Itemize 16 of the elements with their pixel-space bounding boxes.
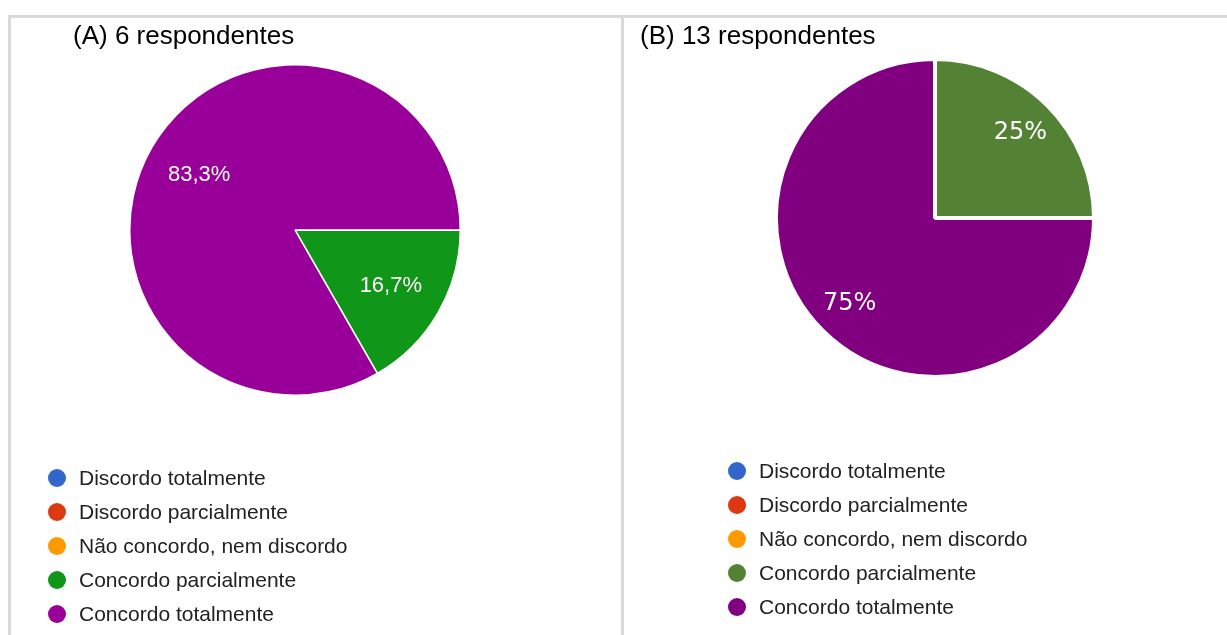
legend-label: Concordo totalmente — [79, 602, 274, 626]
legend-label: Concordo totalmente — [759, 595, 954, 619]
data-label: 83,3% — [167, 160, 231, 186]
data-label: 16,7% — [359, 271, 423, 297]
data-label: 75% — [822, 287, 877, 316]
legend-label: Concordo parcialmente — [759, 561, 977, 585]
legend-label: Discordo parcialmente — [79, 500, 288, 524]
legend-label: Discordo totalmente — [759, 459, 946, 483]
data-label: 25% — [993, 116, 1048, 145]
legend-label: Não concordo, nem discordo — [79, 534, 348, 558]
chart-title: (A) 6 respondentes — [73, 20, 295, 50]
legend-label: Discordo totalmente — [79, 466, 266, 490]
legend-label: Concordo parcialmente — [79, 568, 297, 592]
legend-label: Discordo parcialmente — [759, 493, 968, 517]
legend-label: Não concordo, nem discordo — [759, 527, 1028, 551]
chart-title: (B) 13 respondentes — [640, 20, 876, 50]
